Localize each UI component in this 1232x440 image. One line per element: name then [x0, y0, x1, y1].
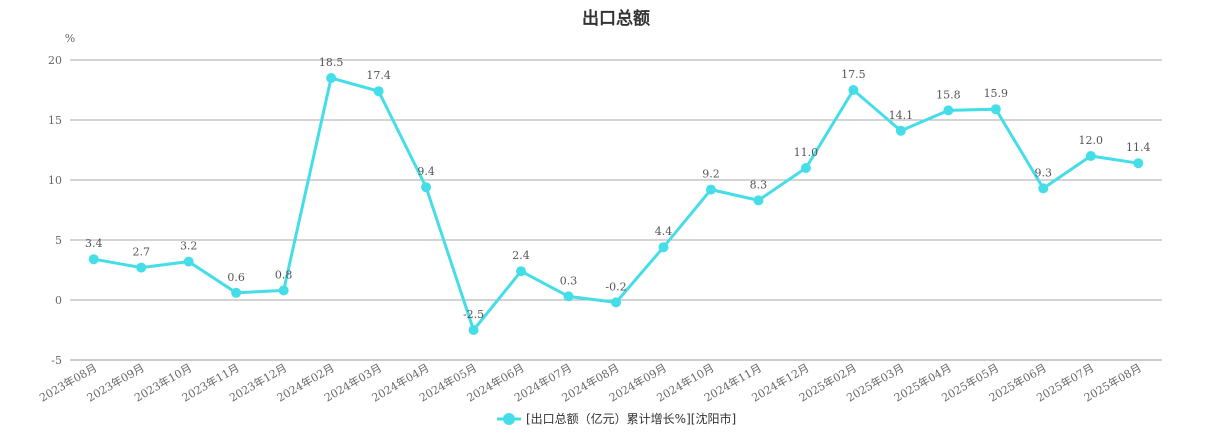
data-label: 3.2: [180, 240, 198, 253]
data-point: [895, 125, 906, 136]
data-label: 8.3: [750, 178, 768, 191]
data-label: 12.0: [1079, 134, 1104, 147]
data-label: 2.7: [132, 246, 150, 259]
data-point: [943, 105, 954, 116]
data-label: 11.0: [794, 146, 819, 159]
data-point: [563, 291, 574, 302]
y-tick-label: 20: [48, 54, 62, 67]
legend-label: [出口总额（亿元）累计增长%][沈阳市]: [526, 411, 736, 426]
data-point: [231, 287, 242, 298]
y-tick-label: 15: [48, 114, 62, 127]
y-tick-label: -5: [51, 354, 62, 367]
data-point: [800, 163, 811, 173]
data-point: [753, 195, 764, 206]
data-label: 3.4: [85, 237, 103, 250]
data-label: 4.4: [655, 225, 673, 238]
data-label: 14.1: [889, 109, 914, 122]
data-point: [278, 285, 289, 296]
data-label: 15.8: [936, 88, 961, 101]
y-axis-unit: %: [65, 32, 75, 45]
data-label: 18.5: [319, 56, 344, 69]
y-tick-label: 10: [48, 174, 62, 187]
data-point: [1085, 151, 1096, 161]
legend-marker-icon: [503, 413, 515, 425]
data-point: [326, 73, 337, 83]
data-label: 0.8: [275, 268, 293, 281]
data-label: 9.3: [1035, 166, 1053, 179]
data-point: [705, 184, 716, 195]
data-point: [658, 242, 669, 253]
data-point: [1038, 183, 1049, 194]
data-point: [611, 297, 621, 308]
y-tick-label: 5: [55, 234, 62, 247]
data-point: [136, 262, 147, 273]
y-tick-label: 0: [55, 294, 62, 307]
data-point: [373, 86, 384, 97]
data-point: [468, 325, 479, 335]
chart-title: 出口总额: [582, 8, 650, 29]
data-label: 11.4: [1126, 141, 1151, 154]
data-label: 0.3: [560, 274, 578, 287]
data-label: -2.5: [463, 308, 484, 321]
data-point: [1133, 158, 1144, 169]
data-label: 9.4: [417, 165, 435, 178]
data-label: 15.9: [984, 87, 1009, 100]
data-point: [183, 256, 194, 267]
data-label: 2.4: [512, 249, 530, 262]
data-label: 9.2: [702, 168, 720, 181]
data-label: 17.5: [841, 68, 866, 81]
data-point: [516, 266, 527, 277]
data-point: [88, 254, 99, 265]
data-label: -0.2: [605, 280, 626, 293]
data-point: [990, 104, 1001, 115]
data-label: 0.6: [227, 271, 245, 284]
data-label: 17.4: [366, 69, 391, 82]
data-point: [421, 182, 432, 193]
data-point: [848, 85, 859, 95]
legend[interactable]: [出口总额（亿元）累计增长%][沈阳市]: [497, 411, 736, 426]
